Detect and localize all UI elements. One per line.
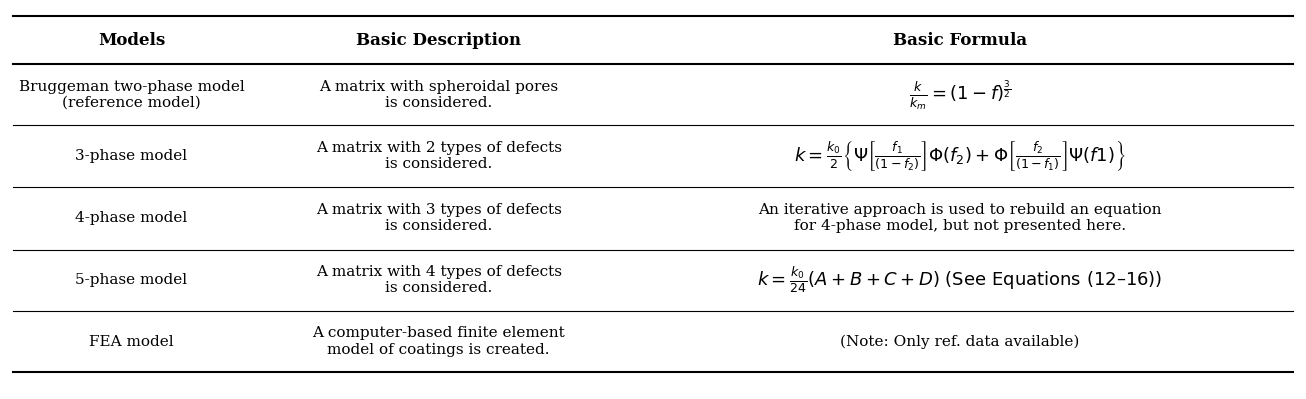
- Text: Basic Description: Basic Description: [357, 32, 521, 49]
- Text: A computer-based finite element
model of coatings is created.: A computer-based finite element model of…: [312, 326, 565, 357]
- Text: 3-phase model: 3-phase model: [76, 149, 188, 163]
- Text: $k = \frac{k_0}{24}(A + B + C + D)\text{ (See Equations (12–16))}$: $k = \frac{k_0}{24}(A + B + C + D)\text{…: [757, 265, 1162, 296]
- Text: A matrix with 4 types of defects
is considered.: A matrix with 4 types of defects is cons…: [316, 265, 562, 295]
- Text: $\frac{k}{k_m} = (1 - f)^{\frac{3}{2}}$: $\frac{k}{k_m} = (1 - f)^{\frac{3}{2}}$: [909, 78, 1011, 112]
- Text: Models: Models: [98, 32, 165, 49]
- Text: Bruggeman two-phase model
(reference model): Bruggeman two-phase model (reference mod…: [18, 80, 244, 110]
- Text: Basic Formula: Basic Formula: [893, 32, 1028, 49]
- Text: A matrix with 2 types of defects
is considered.: A matrix with 2 types of defects is cons…: [316, 141, 562, 171]
- Text: 4-phase model: 4-phase model: [76, 211, 188, 225]
- Text: A matrix with 3 types of defects
is considered.: A matrix with 3 types of defects is cons…: [316, 203, 562, 233]
- Text: $k = \frac{k_0}{2}\left\{\Psi\left[\frac{f_1}{(1-f_2)}\right]\Phi(f_2) + \Phi\le: $k = \frac{k_0}{2}\left\{\Psi\left[\frac…: [794, 139, 1126, 173]
- Text: (Note: Only ref. data available): (Note: Only ref. data available): [841, 334, 1080, 349]
- Text: 5-phase model: 5-phase model: [76, 273, 188, 287]
- Text: FEA model: FEA model: [89, 335, 174, 349]
- Text: A matrix with spheroidal pores
is considered.: A matrix with spheroidal pores is consid…: [319, 80, 558, 110]
- Text: An iterative approach is used to rebuild an equation
for 4-phase model, but not : An iterative approach is used to rebuild…: [759, 203, 1162, 233]
